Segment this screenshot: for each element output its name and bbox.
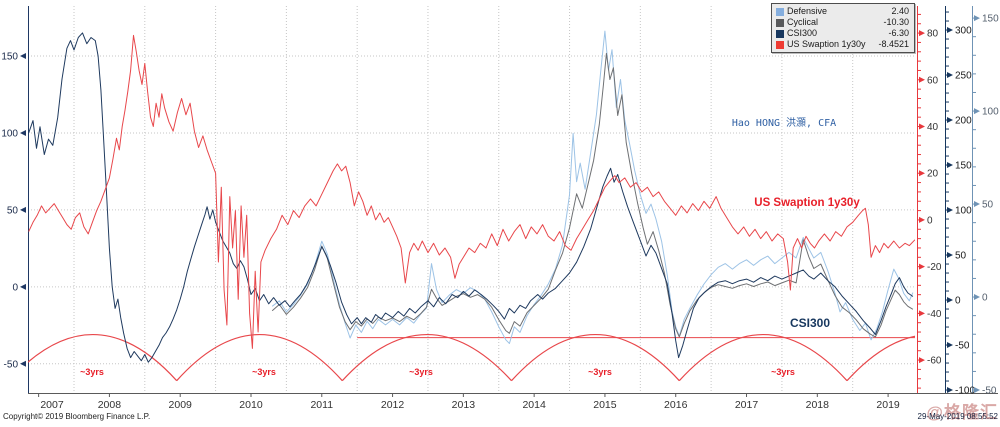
legend-label: Cyclical bbox=[787, 17, 819, 27]
svg-text:0: 0 bbox=[982, 293, 988, 304]
svg-text:50: 50 bbox=[955, 251, 967, 262]
svg-text:50: 50 bbox=[982, 200, 994, 211]
svg-text:2013: 2013 bbox=[452, 399, 476, 411]
legend-value: -10.30 bbox=[883, 17, 909, 27]
legend-label: Defensive bbox=[787, 6, 828, 16]
series-csi300 bbox=[28, 32, 914, 363]
svg-text:300: 300 bbox=[955, 26, 972, 37]
svg-text:2018: 2018 bbox=[806, 399, 830, 411]
svg-text:2015: 2015 bbox=[593, 399, 617, 411]
svg-text:-20: -20 bbox=[927, 262, 942, 273]
svg-text:40: 40 bbox=[927, 122, 939, 133]
series-defensive bbox=[271, 30, 914, 344]
cycle-label-5: ~3yrs bbox=[771, 367, 795, 377]
svg-text:-50: -50 bbox=[4, 359, 19, 370]
svg-text:60: 60 bbox=[927, 75, 939, 86]
svg-text:-50: -50 bbox=[982, 386, 997, 397]
svg-text:2014: 2014 bbox=[522, 399, 546, 411]
svg-text:-60: -60 bbox=[927, 356, 942, 367]
svg-text:0: 0 bbox=[955, 296, 961, 307]
svg-text:2017: 2017 bbox=[735, 399, 759, 411]
series-cyclical bbox=[271, 52, 914, 338]
svg-text:0: 0 bbox=[12, 282, 18, 293]
cycle-label-4: ~3yrs bbox=[588, 367, 612, 377]
svg-text:2009: 2009 bbox=[169, 399, 193, 411]
svg-text:-40: -40 bbox=[927, 309, 942, 320]
us-swaption-label: US Swaption 1y30y bbox=[754, 197, 860, 209]
legend-value: -6.30 bbox=[888, 28, 909, 38]
legend-swatch bbox=[776, 7, 784, 16]
legend-item: US Swaption 1y30y -8.4521 bbox=[776, 39, 909, 50]
svg-text:200: 200 bbox=[955, 116, 972, 127]
chart-timestamp: 29-May-2019 08:55:52 bbox=[917, 412, 999, 421]
svg-text:2016: 2016 bbox=[664, 399, 688, 411]
chart-legend: Defensive 2.40 Cyclical -10.30 CSI300 -6.30 US… bbox=[771, 3, 915, 53]
svg-text:250: 250 bbox=[955, 71, 972, 82]
legend-swatch bbox=[776, 18, 784, 27]
copyright-text: Copyright© 2019 Bloomberg Finance L.P. bbox=[3, 412, 151, 421]
svg-text:50: 50 bbox=[7, 205, 19, 216]
svg-text:150: 150 bbox=[982, 14, 999, 25]
legend-item: Cyclical -10.30 bbox=[776, 17, 909, 28]
legend-item: Defensive 2.40 bbox=[776, 6, 909, 17]
legend-label: US Swaption 1y30y bbox=[787, 39, 866, 49]
svg-text:150: 150 bbox=[1, 52, 18, 63]
svg-text:0: 0 bbox=[927, 215, 933, 226]
legend-item: CSI300 -6.30 bbox=[776, 28, 909, 39]
legend-value: -8.4521 bbox=[878, 39, 909, 49]
svg-text:150: 150 bbox=[955, 161, 972, 172]
svg-text:2019: 2019 bbox=[876, 399, 900, 411]
legend-label: CSI300 bbox=[787, 28, 818, 38]
cycle-label-1: ~3yrs bbox=[80, 367, 104, 377]
svg-text:2011: 2011 bbox=[310, 399, 333, 411]
hao-hong-label: Hao HONG 洪灝, CFA bbox=[732, 117, 836, 129]
cycle-label-3: ~3yrs bbox=[409, 367, 433, 377]
svg-text:20: 20 bbox=[927, 169, 939, 180]
svg-text:100: 100 bbox=[982, 107, 999, 118]
svg-text:100: 100 bbox=[955, 206, 972, 217]
svg-text:100: 100 bbox=[1, 128, 18, 139]
svg-text:2012: 2012 bbox=[381, 399, 405, 411]
svg-text:2008: 2008 bbox=[98, 399, 122, 411]
svg-text:-50: -50 bbox=[955, 341, 970, 352]
gelonghui-watermark: @格隆汇 bbox=[926, 403, 998, 422]
svg-text:2007: 2007 bbox=[40, 399, 64, 411]
legend-swatch bbox=[776, 29, 784, 38]
cycle-label-2: ~3yrs bbox=[252, 367, 276, 377]
svg-text:-100: -100 bbox=[955, 386, 975, 397]
legend-swatch bbox=[776, 40, 784, 49]
csi300-label: CSI300 bbox=[790, 316, 830, 330]
svg-text:80: 80 bbox=[927, 29, 939, 40]
legend-value: 2.40 bbox=[891, 6, 909, 16]
series-us-swaption-1y30y bbox=[28, 34, 915, 349]
svg-text:2010: 2010 bbox=[239, 399, 263, 411]
